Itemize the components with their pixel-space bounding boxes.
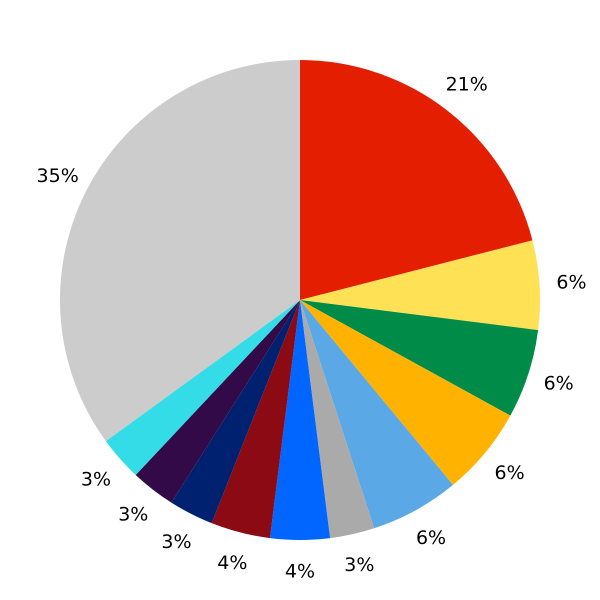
- pie-slice: [135, 300, 300, 503]
- slice-label: 3%: [118, 503, 148, 525]
- slice-label: 4%: [217, 552, 247, 574]
- slice-label: 3%: [344, 554, 374, 576]
- pie-slice: [211, 300, 300, 539]
- pie-slice: [269, 300, 331, 540]
- slice-label: 6%: [416, 527, 446, 549]
- slice-label: 35%: [37, 165, 79, 187]
- slice-label: 6%: [556, 271, 586, 293]
- pie-slice: [300, 300, 453, 529]
- pie-slice: [300, 240, 540, 331]
- slice-label: 3%: [81, 468, 111, 490]
- slice-label: 6%: [495, 462, 525, 484]
- pie-slice: [105, 300, 300, 475]
- slice-label: 21%: [446, 74, 488, 96]
- pie-slice: [300, 60, 533, 300]
- slice-label: 4%: [285, 561, 315, 583]
- pie-slice: [171, 300, 300, 524]
- slice-label: 6%: [544, 373, 574, 395]
- pie-slice: [300, 300, 375, 539]
- pie-slice: [59, 60, 300, 442]
- slice-label: 3%: [161, 531, 191, 553]
- pie-slice: [300, 300, 539, 416]
- pie-slice: [300, 300, 511, 485]
